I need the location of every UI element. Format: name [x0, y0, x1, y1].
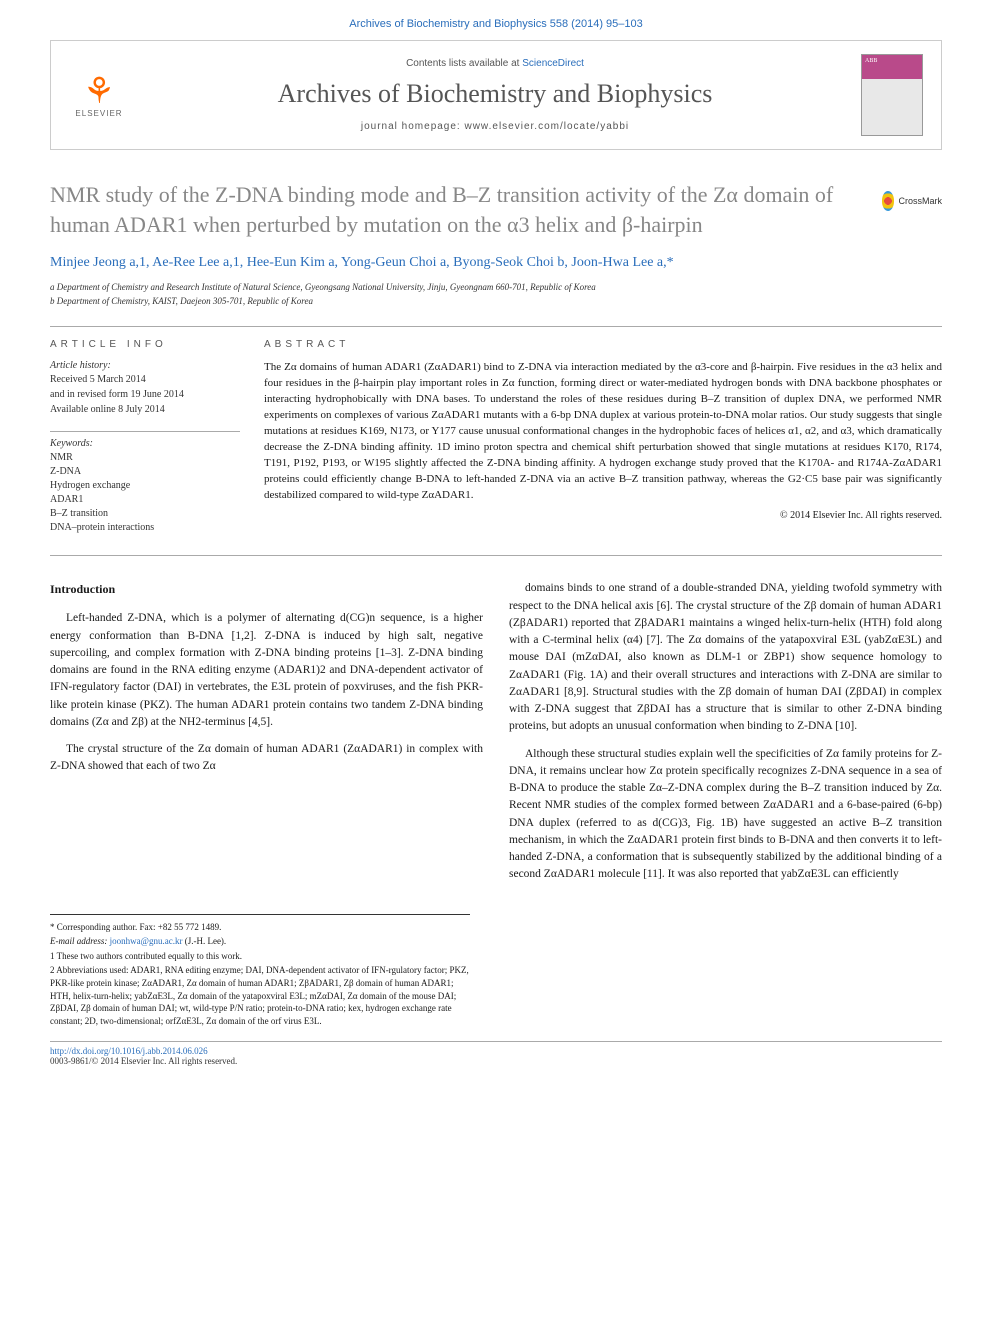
abstract-copyright: © 2014 Elsevier Inc. All rights reserved… [264, 510, 942, 521]
article-title: NMR study of the Z-DNA binding mode and … [50, 180, 942, 239]
abstract-heading: ABSTRACT [264, 339, 942, 350]
article-info-heading: ARTICLE INFO [50, 339, 240, 350]
doi-bar: http://dx.doi.org/10.1016/j.abb.2014.06.… [50, 1041, 942, 1066]
contents-prefix: Contents lists available at [406, 58, 522, 69]
abstract-text: The Zα domains of human ADAR1 (ZαADAR1) … [264, 360, 942, 503]
cover-abbrev: ABB [865, 58, 877, 64]
right-column: domains binds to one strand of a double-… [509, 580, 942, 893]
email-suffix: (J.-H. Lee). [182, 936, 226, 946]
abbreviations: 2 Abbreviations used: ADAR1, RNA editing… [50, 964, 470, 1027]
elsevier-logo: ⚘ ELSEVIER [69, 60, 129, 130]
affiliations: a Department of Chemistry and Research I… [50, 281, 942, 308]
intro-p1: Left-handed Z-DNA, which is a polymer of… [50, 610, 483, 731]
revised-line: and in revised form 19 June 2014 [50, 388, 240, 402]
intro-p3: domains binds to one strand of a double-… [509, 580, 942, 735]
info-divider [50, 431, 240, 432]
elsevier-label: ELSEVIER [75, 109, 122, 118]
equal-contribution: 1 These two authors contributed equally … [50, 950, 470, 963]
intro-p4: Although these structural studies explai… [509, 746, 942, 884]
article-info: ARTICLE INFO Article history: Received 5… [50, 339, 240, 535]
journal-name: Archives of Biochemistry and Biophysics [129, 79, 861, 109]
keyword: ADAR1 [50, 493, 240, 507]
history-label: Article history: [50, 360, 240, 371]
sciencedirect-link[interactable]: ScienceDirect [522, 58, 584, 69]
divider-top [50, 326, 942, 327]
homepage-line: journal homepage: www.elsevier.com/locat… [129, 121, 861, 132]
crossmark-label: CrossMark [898, 196, 942, 206]
contents-line: Contents lists available at ScienceDirec… [129, 58, 861, 69]
keyword: Z-DNA [50, 465, 240, 479]
info-abstract-row: ARTICLE INFO Article history: Received 5… [50, 339, 942, 535]
elsevier-tree-icon: ⚘ [83, 73, 115, 109]
footnotes: * Corresponding author. Fax: +82 55 772 … [50, 914, 470, 1028]
journal-cover-thumbnail: ABB [861, 54, 923, 136]
keyword: DNA–protein interactions [50, 521, 240, 535]
keyword: NMR [50, 451, 240, 465]
crossmark-icon [882, 191, 894, 211]
received-line: Received 5 March 2014 [50, 373, 240, 387]
email-label: E-mail address: [50, 936, 110, 946]
intro-p2: The crystal structure of the Zα domain o… [50, 741, 483, 776]
affiliation-b: b Department of Chemistry, KAIST, Daejeo… [50, 295, 942, 309]
corresponding-author: * Corresponding author. Fax: +82 55 772 … [50, 921, 470, 934]
divider-bottom [50, 555, 942, 556]
crossmark-badge[interactable]: CrossMark [882, 186, 942, 216]
journal-banner: ⚘ ELSEVIER Contents lists available at S… [50, 40, 942, 150]
doi-link[interactable]: http://dx.doi.org/10.1016/j.abb.2014.06.… [50, 1046, 208, 1056]
keywords-label: Keywords: [50, 438, 240, 449]
banner-center: Contents lists available at ScienceDirec… [129, 58, 861, 132]
affiliation-a: a Department of Chemistry and Research I… [50, 281, 942, 295]
email-line: E-mail address: joonhwa@gnu.ac.kr (J.-H.… [50, 935, 470, 948]
keyword: Hydrogen exchange [50, 479, 240, 493]
email-link[interactable]: joonhwa@gnu.ac.kr [110, 936, 183, 946]
keyword: B–Z transition [50, 507, 240, 521]
introduction-heading: Introduction [50, 580, 483, 598]
body-columns: Introduction Left-handed Z-DNA, which is… [50, 580, 942, 893]
authors-line: Minjee Jeong a,1, Ae-Ree Lee a,1, Hee-Eu… [50, 255, 942, 271]
citation-header: Archives of Biochemistry and Biophysics … [0, 0, 992, 40]
keywords-list: NMR Z-DNA Hydrogen exchange ADAR1 B–Z tr… [50, 451, 240, 535]
online-line: Available online 8 July 2014 [50, 403, 240, 417]
left-column: Introduction Left-handed Z-DNA, which is… [50, 580, 483, 893]
abstract: ABSTRACT The Zα domains of human ADAR1 (… [264, 339, 942, 535]
issn-copyright: 0003-9861/© 2014 Elsevier Inc. All right… [50, 1056, 237, 1066]
